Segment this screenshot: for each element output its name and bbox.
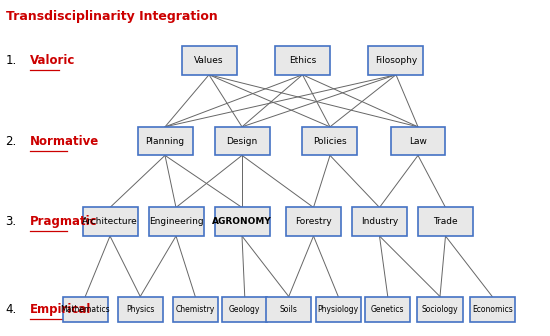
Text: Valoric: Valoric (30, 54, 76, 67)
Text: Physics: Physics (126, 305, 155, 313)
Text: Soils: Soils (280, 305, 298, 313)
Text: 4.: 4. (6, 303, 16, 316)
Text: Ethics: Ethics (289, 56, 316, 65)
FancyBboxPatch shape (266, 297, 311, 322)
FancyBboxPatch shape (173, 297, 218, 322)
Text: Genetics: Genetics (371, 305, 404, 313)
Text: Architecture: Architecture (82, 217, 138, 226)
FancyBboxPatch shape (148, 207, 204, 236)
FancyBboxPatch shape (63, 297, 108, 322)
Text: Pragmatic: Pragmatic (30, 215, 98, 228)
Text: Design: Design (227, 137, 257, 145)
Text: 3.: 3. (6, 215, 16, 228)
Text: Industry: Industry (361, 217, 398, 226)
FancyBboxPatch shape (182, 46, 236, 75)
Text: Trade: Trade (433, 217, 458, 226)
Text: Forestry: Forestry (295, 217, 332, 226)
FancyBboxPatch shape (352, 207, 407, 236)
Text: Empirical: Empirical (30, 303, 92, 316)
Text: Geology: Geology (229, 305, 261, 313)
Text: Sociology: Sociology (422, 305, 458, 313)
Text: Physiology: Physiology (318, 305, 359, 313)
FancyBboxPatch shape (302, 127, 358, 155)
FancyBboxPatch shape (390, 127, 446, 155)
FancyBboxPatch shape (365, 297, 410, 322)
Text: Planning: Planning (145, 137, 185, 145)
FancyBboxPatch shape (316, 297, 361, 322)
FancyBboxPatch shape (214, 127, 270, 155)
Text: Law: Law (409, 137, 427, 145)
Text: Normative: Normative (30, 135, 100, 148)
FancyBboxPatch shape (82, 207, 138, 236)
FancyBboxPatch shape (470, 297, 515, 322)
FancyBboxPatch shape (417, 297, 463, 322)
Text: Policies: Policies (313, 137, 347, 145)
Text: Economics: Economics (472, 305, 513, 313)
FancyBboxPatch shape (214, 207, 270, 236)
Text: Chemistry: Chemistry (175, 305, 215, 313)
FancyBboxPatch shape (138, 127, 192, 155)
FancyBboxPatch shape (222, 297, 267, 322)
FancyBboxPatch shape (418, 207, 473, 236)
Text: Engineering: Engineering (148, 217, 204, 226)
Text: 2.: 2. (6, 135, 16, 148)
Text: Values: Values (194, 56, 224, 65)
Text: Filosophу: Filosophу (375, 56, 417, 65)
FancyBboxPatch shape (118, 297, 163, 322)
FancyBboxPatch shape (368, 46, 424, 75)
Text: Mathematics: Mathematics (60, 305, 110, 313)
Text: Transdisciplinarity Integration: Transdisciplinarity Integration (6, 10, 217, 23)
Text: 1.: 1. (6, 54, 16, 67)
Text: AGRONOMY: AGRONOMY (212, 217, 272, 226)
FancyBboxPatch shape (286, 207, 341, 236)
FancyBboxPatch shape (275, 46, 330, 75)
